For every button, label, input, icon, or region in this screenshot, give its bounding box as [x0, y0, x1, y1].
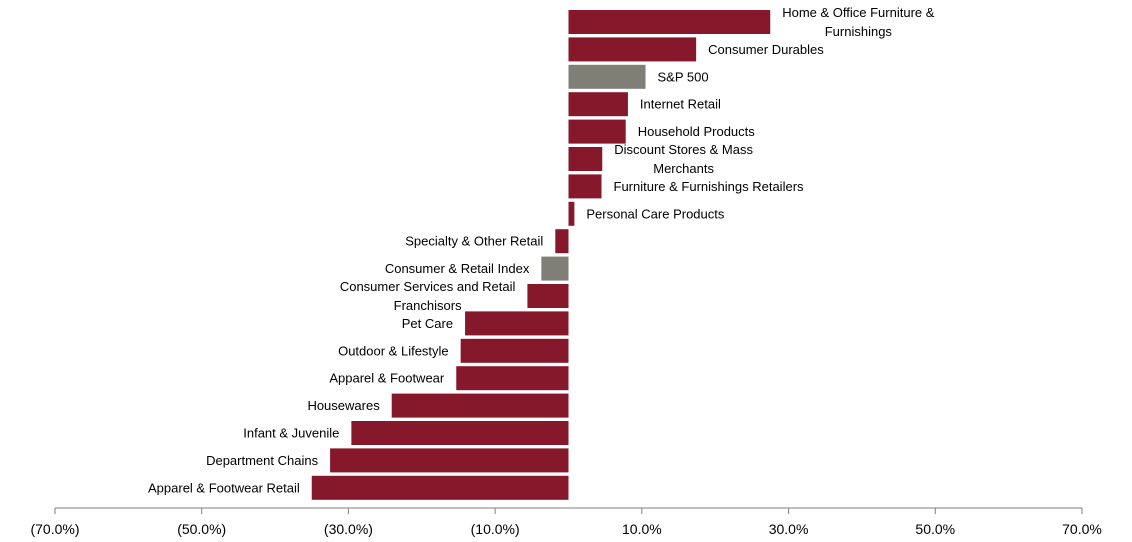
bar-label: Apparel & Footwear: [329, 371, 445, 386]
x-tick-label: (10.0%): [471, 521, 520, 537]
x-tick-label: (70.0%): [30, 521, 79, 537]
bar-label: Household Products: [638, 124, 756, 139]
bar-label: Pet Care: [402, 316, 453, 331]
bar-label: Consumer Durables: [708, 42, 824, 57]
bar: [391, 393, 569, 418]
bar: [351, 421, 569, 445]
bar-labels-group: Home & Office Furniture & Furnishings Cons…: [148, 5, 935, 495]
bar: [311, 475, 569, 500]
bar: [460, 338, 569, 363]
bar: [541, 256, 569, 281]
bar-label: Home & Office Furniture & Furnishings: [782, 5, 935, 39]
bar-label: Outdoor & Lifestyle: [338, 343, 449, 358]
bar: [568, 37, 697, 62]
bar-label: Housewares: [307, 398, 380, 413]
bar: [568, 174, 602, 199]
bar: [456, 366, 569, 391]
bar: [568, 10, 771, 34]
x-tick-label: (30.0%): [324, 521, 373, 537]
bar-label: Consumer Services and Retail Franchisors: [340, 279, 516, 313]
x-tick-label: 30.0%: [769, 521, 809, 537]
bar: [330, 448, 569, 473]
bar-label: Specialty & Other Retail: [405, 234, 543, 249]
bar-label: S&P 500: [658, 69, 709, 84]
x-tick-label: 10.0%: [622, 521, 662, 537]
bar-label: Discount Stores & Mass Merchants: [614, 142, 753, 176]
x-axis: (70.0%) (50.0%) (30.0%) (10.0%) 10.0% 30.0% 50…: [30, 507, 1102, 537]
bar-label: Department Chains: [206, 453, 318, 468]
x-tick-label: 50.0%: [915, 521, 955, 537]
x-tick-label: (50.0%): [177, 521, 226, 537]
bar-label: Apparel & Footwear Retail: [148, 480, 300, 495]
bar: [465, 311, 569, 336]
bar: [568, 201, 575, 226]
bar-label: Furniture & Furnishings Retailers: [614, 179, 805, 194]
bar: [555, 229, 569, 254]
bar-label: Consumer & Retail Index: [385, 261, 530, 276]
x-tick-label: 70.0%: [1062, 521, 1102, 537]
bar: [568, 64, 646, 89]
bar-label: Infant & Juvenile: [243, 426, 339, 441]
bar-label: Personal Care Products: [586, 206, 725, 221]
bars-group: [311, 10, 771, 500]
bar: [568, 119, 626, 144]
bar: [568, 147, 603, 171]
bar-label: Internet Retail: [640, 97, 721, 112]
bar: [568, 92, 628, 117]
bar: [527, 284, 569, 308]
